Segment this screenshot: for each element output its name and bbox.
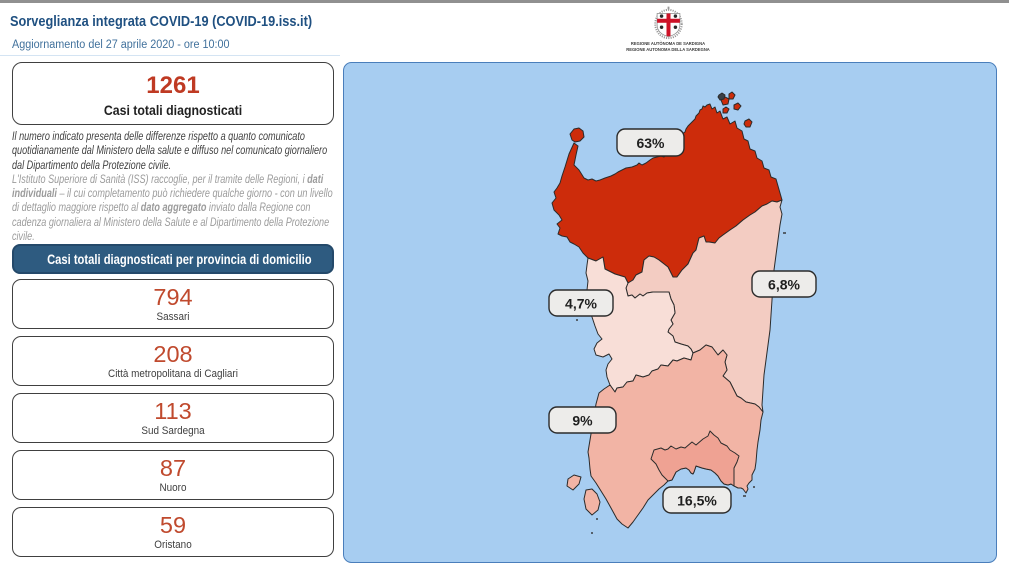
svg-text:16,5%: 16,5% xyxy=(677,493,717,509)
svg-text:4,7%: 4,7% xyxy=(565,296,597,312)
svg-text:9%: 9% xyxy=(572,413,593,429)
svg-text:6,8%: 6,8% xyxy=(768,277,800,293)
svg-text:63%: 63% xyxy=(636,135,665,151)
